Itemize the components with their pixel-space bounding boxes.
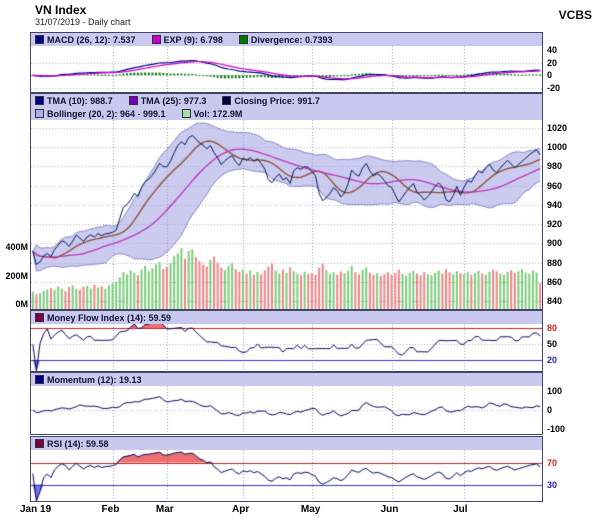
y-axis-tick-momentum: -100 [547,424,566,435]
volume-axis-tick: 0M [15,299,28,309]
legend-label: TMA (25): 977.3 [140,95,207,106]
y-axis-tick-mfi: 20 [547,355,558,366]
legend-item: Closing Price: 991.7 [222,96,320,106]
price-plot[interactable] [31,120,542,309]
volume-axis-tick: 400M [5,242,28,252]
x-axis-label: Mar [155,504,174,515]
legend-item: Divergence: 0.7393 [238,34,333,45]
chart-subtitle: 31/07/2019 - Daily chart [35,17,131,27]
legend-swatch-icon [35,313,44,322]
y-axis-tick-price: 880 [547,257,563,268]
volume-axis-tick: 200M [5,270,28,281]
y-axis-tick-price: 920 [547,219,563,230]
y-axis-tick-price: 980 [547,161,563,172]
macd-panel: MACD (26, 12): 7.537 EXP (9): 6.798 Diverg… [30,32,543,93]
legend-swatch-icon [35,439,44,448]
x-axis-label: Jun [380,504,399,515]
legend-item: EXP (9): 6.798 [151,34,223,45]
legend-item: Money Flow Index (14): 59.59 [35,313,171,323]
legend-swatch-icon [238,35,248,44]
x-axis-label: Apr [232,504,250,515]
momentum-legend: Momentum (12): 19.13 [31,373,542,386]
y-axis-tick-price: 840 [547,296,563,307]
y-axis-tick-price: 940 [547,199,563,210]
x-axis-label: Jul [453,504,468,515]
legend-swatch-icon [128,96,138,105]
y-axis-tick-macd: 0 [547,70,553,81]
legend-label: Momentum (12): 19.13 [47,374,142,385]
y-axis-tick-rsi: 30 [547,479,558,490]
y-axis-tick-rsi: 70 [547,457,558,468]
legend-swatch-icon [35,375,44,384]
y-axis-tick-mfi: 50 [547,339,558,350]
momentum-plot[interactable] [31,386,542,434]
chart-title: VN Index [35,3,87,17]
price-legend-row2: Bollinger (20, 2): 964 - 999.1 Vol: 172.9… [31,107,542,120]
legend-swatch-icon [222,96,232,105]
mfi-plot[interactable] [31,324,542,371]
legend-swatch-icon [35,35,44,44]
legend-item: MACD (26, 12): 7.537 [35,35,136,45]
y-axis-tick-price: 1020 [547,122,568,133]
legend-item: TMA (25): 977.3 [128,95,207,106]
brand-logo: VCBS [558,8,592,22]
y-axis-tick-macd: -20 [547,82,561,93]
mfi-panel: Money Flow Index (14): 59.59 [30,310,543,372]
legend-label: Money Flow Index (14): 59.59 [47,312,172,323]
legend-label: MACD (26, 12): 7.537 [47,34,136,45]
macd-legend: MACD (26, 12): 7.537 EXP (9): 6.798 Diverg… [31,33,542,46]
legend-label: Bollinger (20, 2): 964 - 999.1 [47,108,166,119]
legend-swatch-icon [35,109,44,118]
legend-swatch-icon [151,35,161,44]
legend-label: Divergence: 0.7393 [250,34,333,45]
x-axis-label: Jan 19 [20,504,52,515]
y-axis-tick-macd: 40 [547,45,558,56]
rsi-legend: RSI (14): 59.58 [31,437,542,450]
legend-item: RSI (14): 59.58 [35,439,109,449]
price-panel: TMA (10): 988.7 TMA (25): 977.3 Closing Pr… [30,93,543,310]
rsi-panel: RSI (14): 59.58 [30,436,543,502]
x-axis-label: May [300,504,321,515]
y-axis-tick-price: 900 [547,238,563,249]
legend-swatch-icon [181,109,191,118]
legend-label: RSI (14): 59.58 [47,438,109,449]
momentum-panel: Momentum (12): 19.13 [30,372,543,435]
x-axis-label: Feb [101,504,120,515]
y-axis-tick-price: 960 [547,180,563,191]
rsi-plot[interactable] [31,450,542,501]
legend-item: Momentum (12): 19.13 [35,375,142,385]
y-axis-tick-price: 860 [547,277,563,287]
y-axis-tick-momentum: 0 [547,405,553,415]
y-axis-tick-momentum: 100 [547,385,563,396]
y-axis-tick-mfi: 80 [547,323,558,334]
y-axis-tick-macd: 20 [547,57,558,68]
legend-label: Vol: 172.9M [193,108,243,119]
legend-item: Vol: 172.9M [181,108,243,119]
legend-label: Closing Price: 991.7 [234,95,320,106]
legend-label: EXP (9): 6.798 [163,34,223,45]
legend-item: TMA (10): 988.7 [35,96,113,106]
mfi-legend: Money Flow Index (14): 59.59 [31,311,542,324]
legend-swatch-icon [35,96,44,105]
legend-label: TMA (10): 988.7 [47,95,113,106]
y-axis-tick-price: 1000 [547,142,568,152]
macd-plot[interactable] [31,46,542,92]
legend-item: Bollinger (20, 2): 964 - 999.1 [35,109,166,119]
price-legend-row1: TMA (10): 988.7 TMA (25): 977.3 Closing Pr… [31,94,542,107]
